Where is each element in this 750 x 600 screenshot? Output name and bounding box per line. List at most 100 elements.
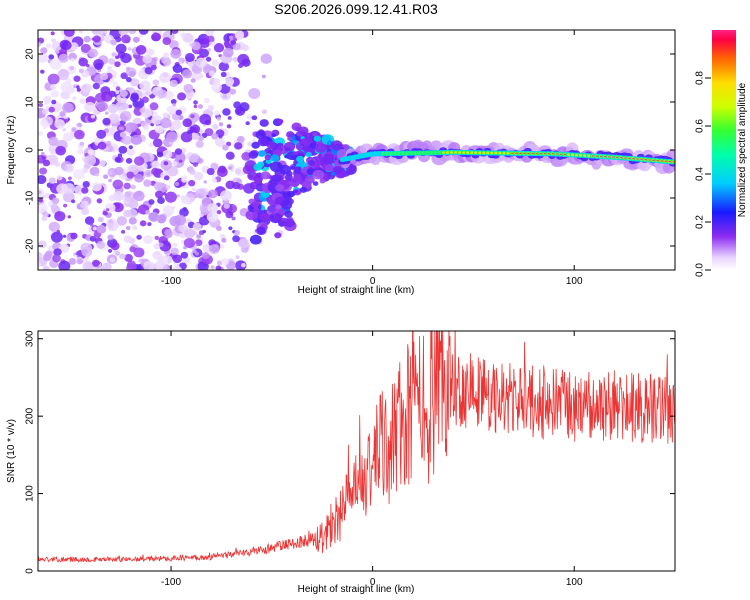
spectral-noise-blob <box>115 43 127 54</box>
spectral-cluster-blob <box>319 178 326 184</box>
spectral-cluster-blob <box>286 131 295 138</box>
spectral-noise-blob <box>193 100 198 105</box>
spectral-noise-blob <box>48 106 55 113</box>
spectral-noise-blob <box>87 48 99 58</box>
spectral-noise-blob <box>238 238 250 249</box>
spectral-noise-blob <box>84 101 96 112</box>
spectral-noise-blob <box>95 172 100 177</box>
spectral-noise-blob <box>180 195 186 200</box>
spectral-noise-blob <box>107 234 114 241</box>
spectral-noise-blob <box>101 91 113 102</box>
spectral-noise-blob <box>153 111 158 116</box>
spectral-cluster-blob <box>277 118 284 125</box>
spectral-noise-blob <box>107 65 112 71</box>
spectral-noise-blob <box>133 156 145 166</box>
y-tick-label: 200 <box>25 407 36 424</box>
spectral-noise-blob <box>96 129 107 139</box>
spectral-noise-blob <box>229 88 237 95</box>
spectral-noise-blob <box>151 167 160 176</box>
spectral-noise-blob <box>56 229 61 233</box>
spectral-noise-blob <box>178 223 188 233</box>
spectral-noise-blob <box>38 262 42 268</box>
spectral-noise-blob <box>113 191 125 202</box>
spectral-noise-blob <box>225 151 235 160</box>
spectral-noise-blob <box>97 30 108 37</box>
spectral-noise-blob <box>63 30 75 37</box>
spectral-noise-blob <box>202 229 207 234</box>
spectral-noise-blob <box>119 110 132 122</box>
spectral-noise-blob <box>38 52 48 63</box>
spectral-noise-blob <box>38 251 43 260</box>
spectral-noise-blob <box>82 180 90 188</box>
spectral-noise-blob <box>108 194 116 202</box>
spectral-noise-blob <box>230 40 236 46</box>
spectral-noise-blob <box>181 177 188 183</box>
spectral-noise-blob <box>83 35 91 43</box>
spectral-noise-blob <box>78 30 83 34</box>
spectral-noise-blob <box>232 235 240 243</box>
spectral-noise-blob <box>226 124 232 129</box>
colorbar-tick-label: 0.2 <box>695 215 706 229</box>
spectral-noise-blob <box>238 63 244 68</box>
spectral-noise-blob <box>104 111 109 115</box>
spectral-noise-blob <box>71 127 77 132</box>
spectral-noise-blob <box>115 86 121 91</box>
spectral-noise-blob <box>103 174 109 179</box>
spectral-noise-blob <box>154 125 164 134</box>
spectral-noise-blob <box>143 235 153 245</box>
spectral-noise-blob <box>166 131 178 143</box>
spectral-noise-blob <box>232 42 241 51</box>
spectral-noise-blob <box>213 110 220 116</box>
spectral-noise-blob <box>162 192 167 196</box>
spectral-cluster-blob <box>251 201 260 208</box>
spectral-noise-blob <box>61 90 71 100</box>
spectral-cluster-blob <box>280 200 293 210</box>
spectral-noise-blob <box>119 253 126 260</box>
spectral-cluster-blob <box>306 168 314 175</box>
spectral-noise-blob <box>97 216 104 223</box>
spectral-noise-blob <box>42 159 51 167</box>
spectral-noise-blob <box>69 42 79 51</box>
spectral-noise-blob <box>92 226 97 231</box>
spectral-noise-blob <box>208 244 220 254</box>
spectral-noise-blob <box>57 175 63 181</box>
spectral-noise-blob <box>59 110 66 117</box>
spectral-noise-blob <box>153 181 164 191</box>
spectral-noise-blob <box>133 247 145 258</box>
spectral-noise-blob <box>114 156 122 163</box>
spectral-noise-blob <box>48 54 55 60</box>
spectral-noise-blob <box>248 88 261 99</box>
spectral-noise-blob <box>54 49 60 54</box>
spectral-noise-blob <box>148 142 154 147</box>
spectral-noise-blob <box>247 141 253 147</box>
spectral-noise-blob <box>38 190 42 195</box>
spectral-noise-blob <box>47 118 53 124</box>
spectral-noise-blob <box>219 244 225 249</box>
spectral-noise-blob <box>40 69 45 74</box>
spectral-noise-blob <box>221 237 227 243</box>
spectral-noise-blob <box>152 138 163 148</box>
spectral-noise-blob <box>68 52 77 61</box>
spectral-noise-blob <box>40 119 48 127</box>
spectral-noise-blob <box>114 61 121 68</box>
spectral-noise-blob <box>182 69 193 79</box>
spectral-noise-blob <box>41 215 48 222</box>
spectral-noise-blob <box>54 211 66 222</box>
spectral-cluster-blob <box>313 135 321 142</box>
spectral-noise-blob <box>147 222 152 227</box>
spectral-noise-blob <box>162 37 172 45</box>
spectral-noise-blob <box>61 40 72 51</box>
spectral-noise-blob <box>206 211 219 223</box>
spectral-noise-blob <box>99 72 109 81</box>
spectral-noise-blob <box>222 144 229 151</box>
spectral-noise-blob <box>50 31 55 36</box>
spectral-noise-blob <box>107 170 113 176</box>
spectral-noise-blob <box>169 79 178 88</box>
y-tick-label: 10 <box>25 96 36 108</box>
spectral-noise-blob <box>139 220 147 227</box>
spectral-noise-blob <box>138 259 142 263</box>
spectral-noise-blob <box>139 107 146 114</box>
spectral-noise-blob <box>174 148 183 155</box>
spectral-noise-blob <box>218 61 230 72</box>
spectral-noise-blob <box>174 214 187 226</box>
